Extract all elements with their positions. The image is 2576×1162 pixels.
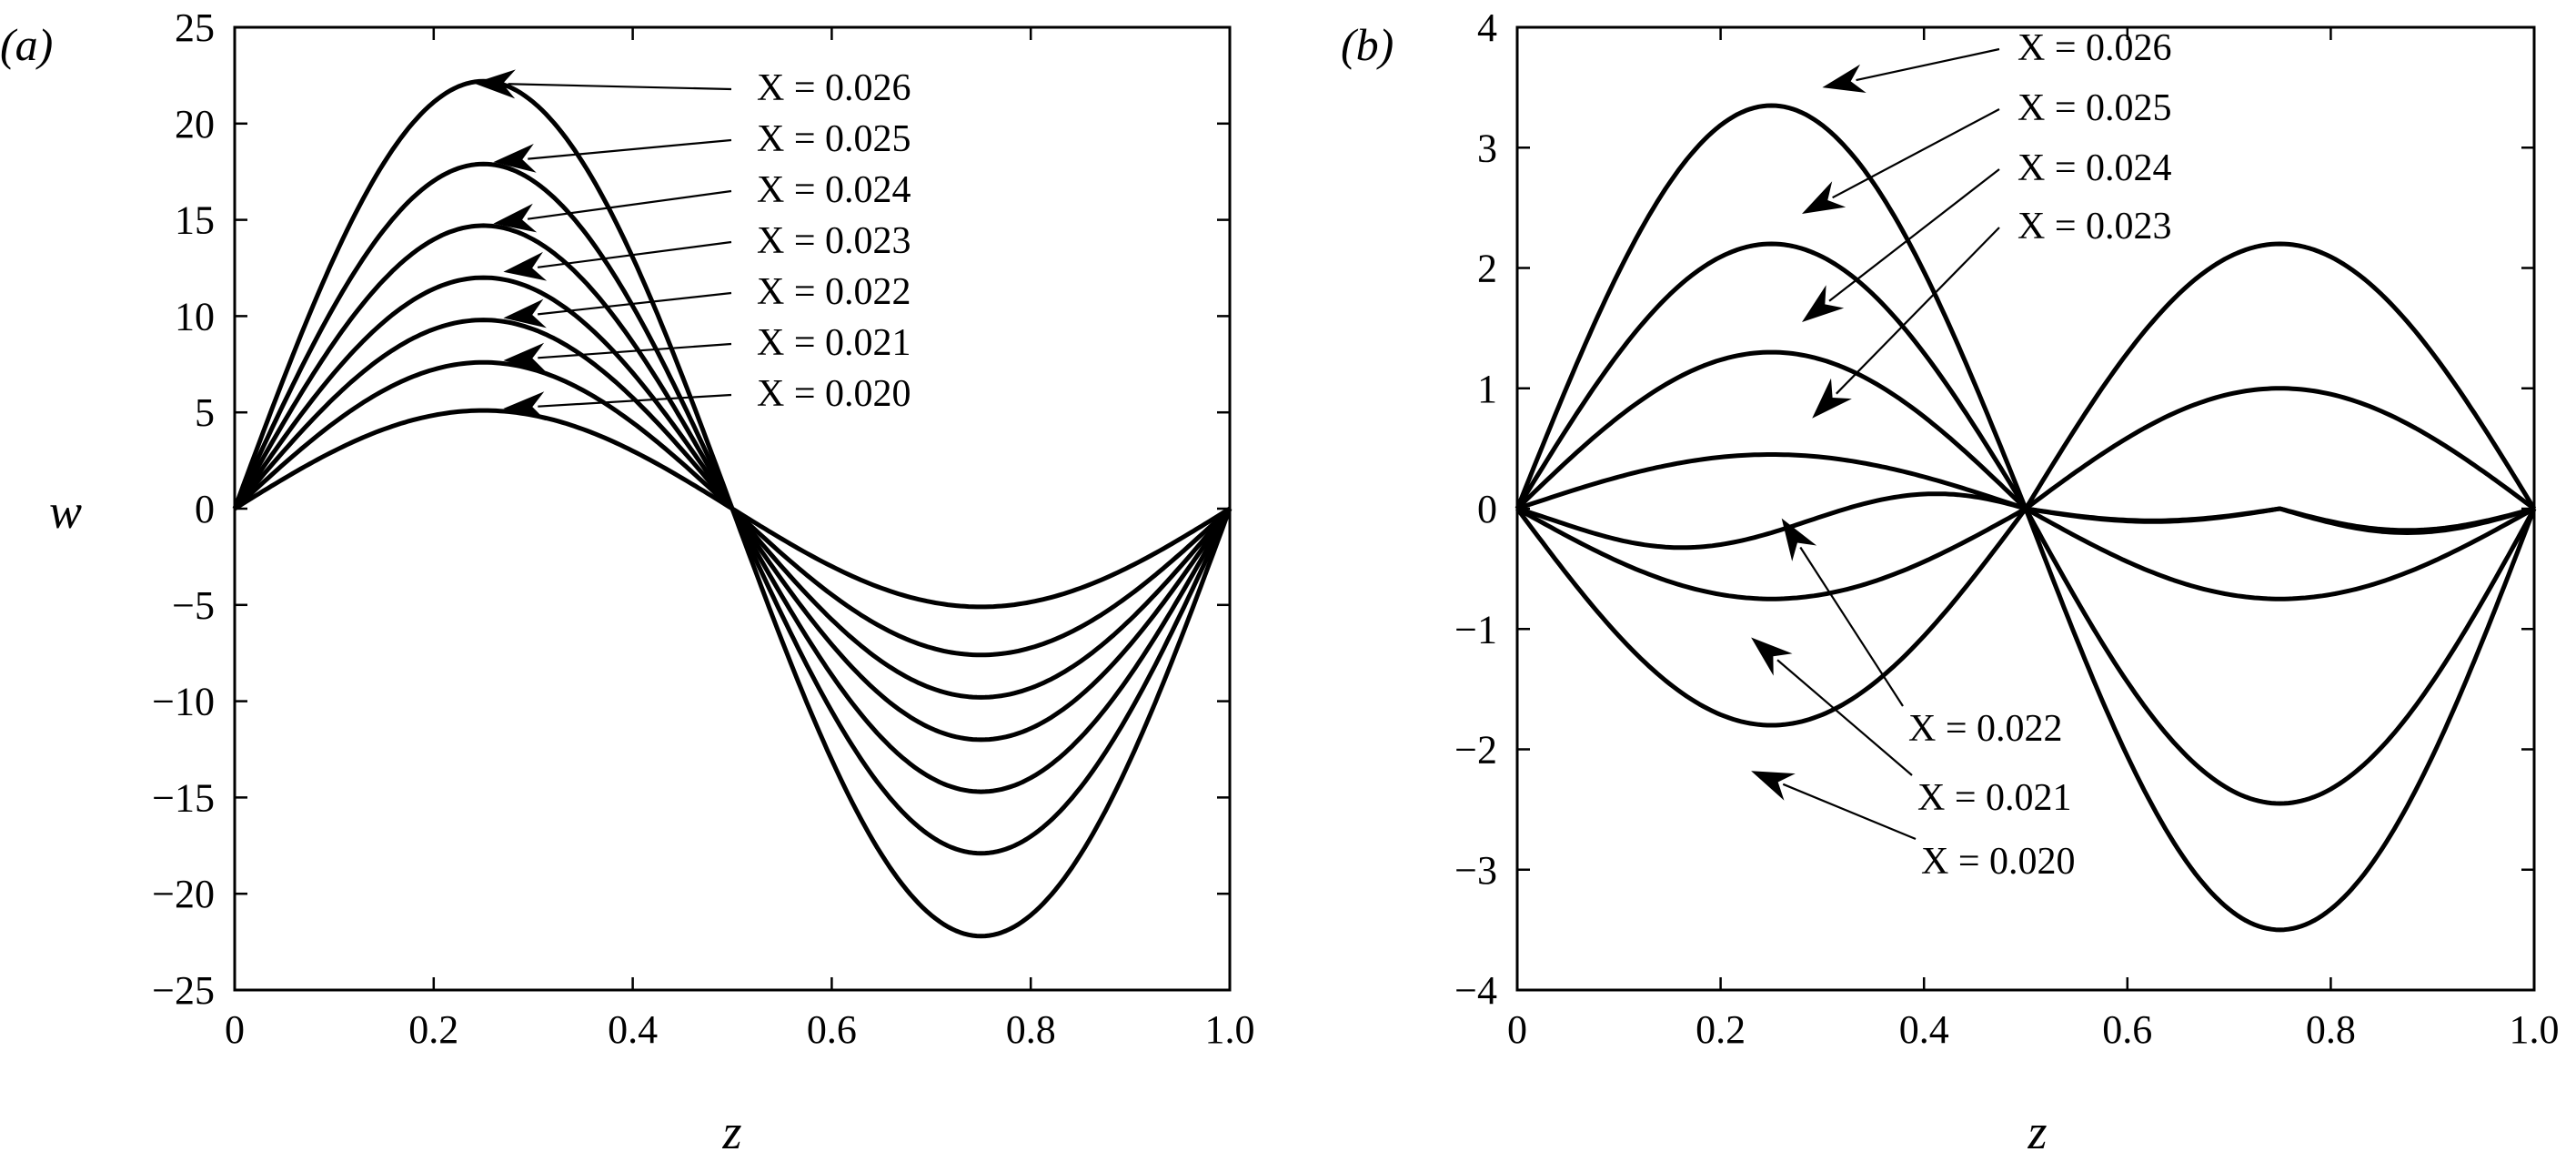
annotation-arrowhead: [1781, 518, 1817, 561]
y-tick-label: −10: [152, 680, 215, 724]
panel-a: 0 0.2 0.4 0.6 0.8 1.0 −25 −20 −15 −10 −5 0 5 10 15 20 25…: [0, 5, 1255, 1159]
annotation-arrow: [1776, 659, 1913, 776]
x-tick-label: 0: [1507, 1007, 1527, 1052]
y-tick-label: −1: [1454, 607, 1497, 652]
panel-label: (a): [0, 19, 53, 70]
annotation-label: X = 0.026: [757, 67, 911, 109]
annotation-label: X = 0.023: [757, 220, 911, 262]
panel-label: (b): [1341, 19, 1394, 70]
annotation-label: X = 0.022: [1908, 708, 2063, 750]
annotation-label: X = 0.020: [757, 373, 911, 415]
annotation-arrow: [1856, 47, 2000, 82]
annotation-arrowhead: [1802, 181, 1846, 214]
annotation-arrowhead: [493, 203, 538, 233]
annotation-arrow: [538, 393, 732, 408]
y-tick-label: 25: [175, 5, 215, 50]
series-line: [1514, 241, 2536, 511]
annotation-label: X = 0.023: [2018, 206, 2172, 248]
annotation-arrowhead: [473, 69, 516, 99]
annotation-arrow: [538, 291, 732, 316]
x-tick-label: 0.4: [608, 1007, 658, 1052]
annotation-arrow: [527, 189, 732, 220]
y-tick-label: 0: [1477, 487, 1497, 531]
annotation-arrow: [1836, 227, 2000, 395]
x-tick-label: 1.0: [2510, 1007, 2560, 1052]
series-line: [1516, 452, 2536, 601]
annotation-arrowhead: [503, 251, 548, 281]
annotation-arrow: [1832, 108, 2000, 199]
y-axis-label: w: [49, 484, 82, 539]
annotation-label: X = 0.026: [2018, 27, 2172, 69]
x-axis-label: z: [721, 1105, 741, 1159]
annotation-arrow: [528, 138, 732, 160]
y-tick-label: 2: [1477, 247, 1497, 291]
annotation-label: X = 0.024: [2018, 147, 2172, 189]
annotation-label: X = 0.021: [1917, 777, 2072, 819]
annotation-arrow: [1799, 546, 1904, 707]
x-tick-label: 0.2: [1696, 1007, 1746, 1052]
y-tick-label: 0: [195, 487, 215, 531]
y-tick-label: 10: [175, 294, 215, 338]
annotation-label: X = 0.020: [1921, 841, 2076, 883]
y-tick-label: −3: [1454, 848, 1497, 893]
y-tick-label: 4: [1477, 5, 1497, 50]
series-line: [1515, 506, 2537, 933]
x-axis-label: z: [2027, 1105, 2047, 1159]
y-tick-label: 1: [1477, 367, 1497, 411]
series-line: [1516, 491, 2535, 551]
y-tick-label: −25: [152, 968, 215, 1013]
y-tick-label: 3: [1477, 126, 1497, 170]
annotation-arrowhead: [1751, 771, 1796, 801]
y-tick-label: 5: [195, 390, 215, 435]
annotation-arrow: [537, 240, 732, 268]
annotation-arrowhead: [1751, 637, 1793, 676]
annotation-arrow: [1782, 783, 1917, 841]
annotation-arrow: [538, 342, 732, 359]
x-tick-label: 1.0: [1205, 1007, 1255, 1052]
annotation-arrowhead: [1822, 64, 1867, 93]
x-tick-label: 0.6: [807, 1007, 857, 1052]
x-tick-label: 0.6: [2102, 1007, 2152, 1052]
x-tick-label: 0.8: [1006, 1007, 1056, 1052]
y-tick-label: −5: [172, 583, 215, 628]
series-line: [1515, 506, 2537, 806]
x-tick-label: 0: [225, 1007, 245, 1052]
annotation-arrowhead: [1812, 378, 1852, 419]
annotation-label: X = 0.025: [2018, 87, 2172, 129]
annotation-arrowhead: [503, 391, 547, 421]
y-tick-label: 15: [175, 198, 215, 243]
x-tick-label: 0.2: [408, 1007, 458, 1052]
annotation-arrowhead: [493, 144, 537, 173]
y-tick-label: −2: [1454, 728, 1497, 773]
series-line: [1515, 349, 2535, 535]
annotation-label: X = 0.025: [757, 118, 911, 160]
y-tick-label: −20: [152, 872, 215, 916]
series-line: [233, 408, 1232, 610]
annotation-arrowhead: [503, 298, 547, 328]
y-tick-label: 20: [175, 102, 215, 147]
annotation-arrowhead: [1802, 285, 1845, 322]
y-tick-label: −15: [152, 775, 215, 820]
annotation-label: X = 0.024: [757, 169, 911, 211]
panel-b: 0 0.2 0.4 0.6 0.8 1.0 −4 −3 −2 −1 0 1 2 3 4 (b) z X = 0.0…: [1341, 5, 2560, 1159]
annotation-arrow: [1828, 168, 2000, 302]
annotation-label: X = 0.022: [757, 271, 911, 313]
x-tick-label: 0.8: [2306, 1007, 2356, 1052]
x-tick-label: 0.4: [1899, 1007, 1949, 1052]
annotation-label: X = 0.021: [757, 322, 911, 364]
annotation-arrow: [508, 83, 732, 91]
y-tick-label: −4: [1454, 968, 1497, 1013]
annotation-arrowhead: [503, 342, 547, 372]
